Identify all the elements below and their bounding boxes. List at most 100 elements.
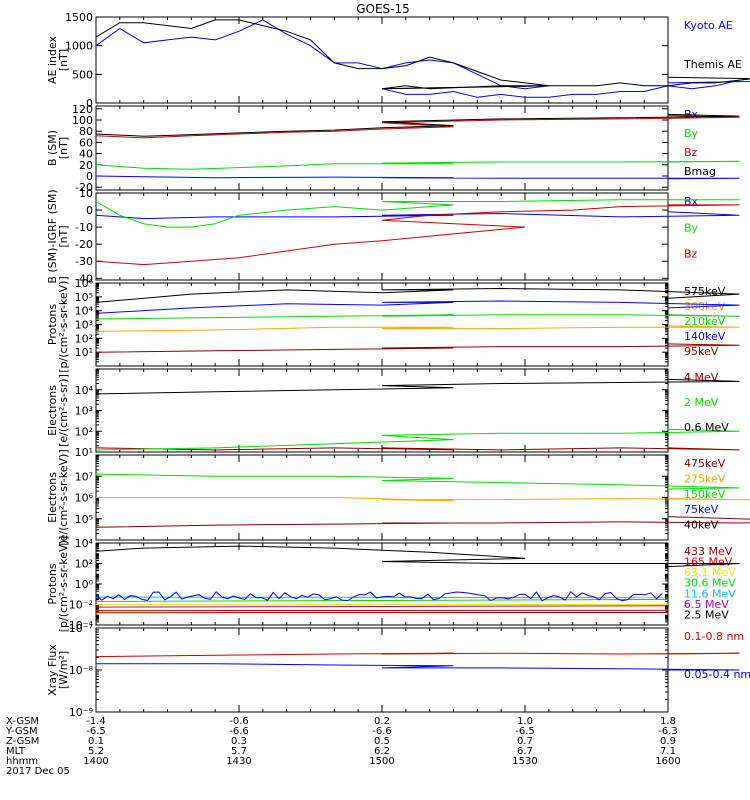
y-tick-label: 1500 <box>65 11 93 24</box>
series-line-bmag <box>95 113 740 137</box>
y-tick-label: 10¹ <box>75 446 93 459</box>
y-tick-label: -40 <box>75 272 93 285</box>
series-line-0-1-0-8-nm <box>95 652 740 658</box>
y-tick-label: 10⁻⁷ <box>69 622 93 635</box>
series-line-275kev <box>96 497 750 502</box>
date-label: 2017 Dec 05 <box>6 766 70 777</box>
axis-row-value: 1430 <box>226 756 251 767</box>
legend-entry: 275keV <box>684 472 726 485</box>
legend-entry: 30.6 MeV <box>684 577 736 590</box>
y-tick-label: 60 <box>79 136 93 149</box>
y-axis-label-line: AE index <box>46 35 59 84</box>
legend-entry: 475keV <box>684 457 726 470</box>
y-tick-label: 10⁴ <box>75 305 94 318</box>
y-axis-label: Protons[p/(cm²-s-sr-keV)] <box>46 536 70 633</box>
legend-entry: 150keV <box>684 488 726 501</box>
axis-row-value: -6.3 <box>658 726 678 737</box>
y-axis-label: B (SM)[nT] <box>46 130 70 166</box>
legend-entry: 2.5 MeV <box>684 608 729 621</box>
y-tick-label: 10⁻⁸ <box>69 664 94 677</box>
y-axis-label: AE index[nT] <box>46 35 70 84</box>
series-line-bz <box>95 115 740 139</box>
series-line-bz <box>95 204 740 266</box>
y-tick-label: 10⁻⁴ <box>69 619 94 632</box>
y-axis-label-line: [p/(cm²-s-sr-keV)] <box>57 536 70 633</box>
axis-row-label: X-GSM <box>6 716 39 727</box>
legend-entry: 2 MeV <box>684 396 719 409</box>
y-tick-label: 10² <box>75 558 93 571</box>
axis-row-label: Z-GSM <box>6 736 39 747</box>
axis-row-value: 1600 <box>655 756 680 767</box>
y-axis-label-line: [W/m²] <box>57 651 70 689</box>
axis-row-value: -6.5 <box>86 726 106 737</box>
y-tick-label: -20 <box>75 181 93 194</box>
y-tick-label: 10 <box>79 187 93 200</box>
axis-row-value: -0.6 <box>229 716 249 727</box>
series-line-6-5-mev <box>95 605 669 608</box>
legend-entry: 40keV <box>684 519 719 532</box>
axis-row-value: 1530 <box>512 756 537 767</box>
legend-entry: Themis AE <box>683 58 742 71</box>
series-line-themis-ae <box>95 19 750 90</box>
y-axis-label-line: Electrons <box>46 472 59 523</box>
series-line-2-5-mev <box>95 545 740 568</box>
legend-entry: 95keV <box>684 345 719 358</box>
axis-row-value: 0.5 <box>374 736 390 747</box>
y-tick-label: 500 <box>72 68 93 81</box>
y-tick-label: 10⁴ <box>75 384 94 397</box>
panel-electrons_kev: 10⁵ 10⁶ 10⁷ Electrons[e/(cm²-s-sr-keV)] 475k… <box>46 449 750 546</box>
y-tick-label: 10⁵ <box>75 291 93 304</box>
y-tick-label: -20 <box>75 238 93 251</box>
y-axis-label-line: B (SM)-IGRF (SM) <box>46 189 59 283</box>
series-line-150kev <box>95 473 740 490</box>
series-line-210kev <box>95 314 740 320</box>
legend-entry: 210keV <box>684 315 726 328</box>
axis-row-value: -6.6 <box>229 726 249 737</box>
axis-row-value: 0.1 <box>88 736 104 747</box>
y-tick-label: -10 <box>75 221 93 234</box>
axis-row-value: 7.1 <box>660 746 676 757</box>
y-tick-label: 10⁴ <box>75 537 94 550</box>
legend-entry: Bz <box>684 248 698 261</box>
panel-frame <box>95 368 669 453</box>
legend-entry: 0.6 MeV <box>684 421 729 434</box>
chart-title: GOES-15 <box>356 2 410 16</box>
axis-row-label: hhmm <box>6 756 38 767</box>
time-axis-table: X-GSM -1.4 -0.6 0.2 1.0 1.8 Y-GSM -6.5 -6.6 -6.6 -… <box>5 716 681 777</box>
y-tick-label: 10⁰ <box>75 578 94 591</box>
series-line-0-6-mev <box>95 378 740 395</box>
y-tick-label: 10¹ <box>75 346 93 359</box>
axis-row-label: MLT <box>6 746 26 757</box>
y-axis-label-line: [p/(cm²-s-sr-keV)] <box>57 276 70 373</box>
y-tick-label: -30 <box>75 255 93 268</box>
legend-entry: Kyoto AE <box>684 19 733 32</box>
axis-row-value: -6.5 <box>515 726 535 737</box>
y-axis-label-line: [e/(cm²-s-sr)] <box>57 374 70 447</box>
y-tick-label: 40 <box>79 148 93 161</box>
y-axis-label-line: [nT] <box>57 137 70 159</box>
y-tick-label: 120 <box>72 103 93 116</box>
series-line-2-mev <box>95 428 740 451</box>
axis-row-value: 0.2 <box>374 716 390 727</box>
legend-entry: 75keV <box>684 503 719 516</box>
axis-row-value: 0.3 <box>231 736 247 747</box>
legend-entry: 0.1-0.8 nm <box>684 630 744 643</box>
y-tick-label: 10⁻² <box>69 599 93 612</box>
y-tick-label: 80 <box>79 125 93 138</box>
legend-entry: Bz <box>684 146 698 159</box>
y-axis-label: Protons[p/(cm²-s-sr-keV)] <box>46 276 70 373</box>
y-axis-label: B (SM)-IGRF (SM)[nT] <box>46 189 70 283</box>
axis-row-value: 1.0 <box>517 716 533 727</box>
y-tick-label: 1000 <box>65 40 93 53</box>
series-line-by <box>95 160 740 170</box>
series-line-95kev <box>95 343 740 353</box>
legend-entry: 575keV <box>684 285 726 298</box>
series-line-300kev <box>95 325 740 332</box>
y-axis-label-line: Protons <box>46 563 59 604</box>
